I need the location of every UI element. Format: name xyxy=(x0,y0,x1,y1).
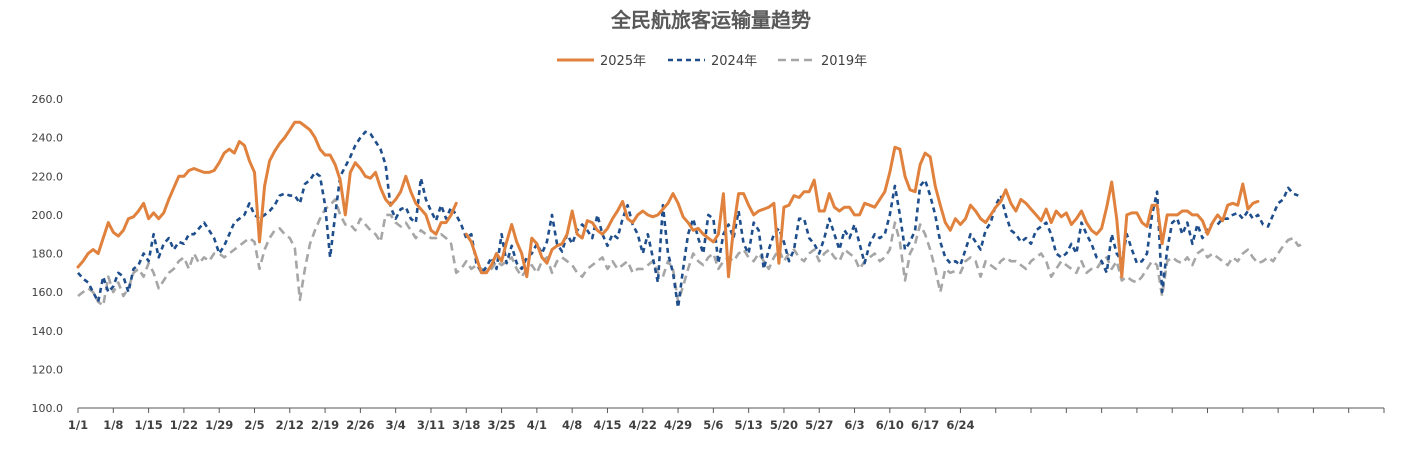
x-tick-label: 4/22 xyxy=(629,418,657,432)
x-tick-label: 6/3 xyxy=(844,418,864,432)
x-tick-label: 5/27 xyxy=(805,418,833,432)
y-tick-label: 240.0 xyxy=(32,132,64,145)
x-axis: 1/1 1/8 1/15 1/22 1/29 2/5 2/12 2/19 2/26 3/4 3/11… xyxy=(68,407,1385,432)
x-tick-label: 3/25 xyxy=(487,418,515,432)
x-tick-label: 1/22 xyxy=(170,418,198,432)
series-line-2024年 xyxy=(77,130,1299,309)
y-axis: 100.0 120.0 140.0 160.0 180.0 200.0 220.0 240.0… xyxy=(32,93,64,415)
y-tick-label: 260.0 xyxy=(32,93,64,106)
x-tick-label: 1/1 xyxy=(68,418,88,432)
x-tick-label: 4/1 xyxy=(527,418,547,432)
x-tick-label: 5/6 xyxy=(703,418,723,432)
x-tick-label: 1/8 xyxy=(103,418,123,432)
x-tick-label: 5/20 xyxy=(770,418,798,432)
y-tick-label: 180.0 xyxy=(32,248,64,261)
x-tick-label: 3/11 xyxy=(417,418,445,432)
y-tick-label: 160.0 xyxy=(32,286,64,299)
x-tick-label: 6/17 xyxy=(911,418,939,432)
series-line-2025年 xyxy=(76,120,458,269)
x-tick-label: 6/10 xyxy=(876,418,904,432)
x-tick-label: 2/26 xyxy=(346,418,374,432)
x-tick-label: 3/4 xyxy=(386,418,406,432)
plot-area xyxy=(76,120,1304,309)
legend-label: 2019年 xyxy=(821,54,867,69)
x-tick-label: 2/19 xyxy=(311,418,339,432)
x-tick-label: 2/12 xyxy=(276,418,304,432)
legend: 2025年 2024年 2019年 xyxy=(557,54,867,69)
legend-label: 2025年 xyxy=(600,54,646,69)
x-tick-label: 2/5 xyxy=(244,418,264,432)
y-tick-label: 140.0 xyxy=(32,325,64,338)
x-tick-label: 1/15 xyxy=(134,418,162,432)
y-tick-label: 100.0 xyxy=(32,402,64,415)
x-tick-label: 4/15 xyxy=(593,418,621,432)
y-tick-label: 200.0 xyxy=(32,209,64,222)
chart-title: 全民航旅客运输量趋势 xyxy=(610,8,811,32)
y-tick-label: 220.0 xyxy=(32,170,64,183)
x-tick-label: 4/29 xyxy=(664,418,692,432)
x-tick-label: 6/24 xyxy=(946,418,974,432)
legend-label: 2024年 xyxy=(711,54,757,69)
y-tick-label: 120.0 xyxy=(32,363,64,376)
series-line-2019年 xyxy=(77,198,1304,307)
x-tick-label: 1/29 xyxy=(205,418,233,432)
x-tick-label: 4/8 xyxy=(562,418,582,432)
x-tick-label: 3/18 xyxy=(452,418,480,432)
series-line-2025年 xyxy=(464,145,1260,279)
x-tick-label: 5/13 xyxy=(735,418,763,432)
